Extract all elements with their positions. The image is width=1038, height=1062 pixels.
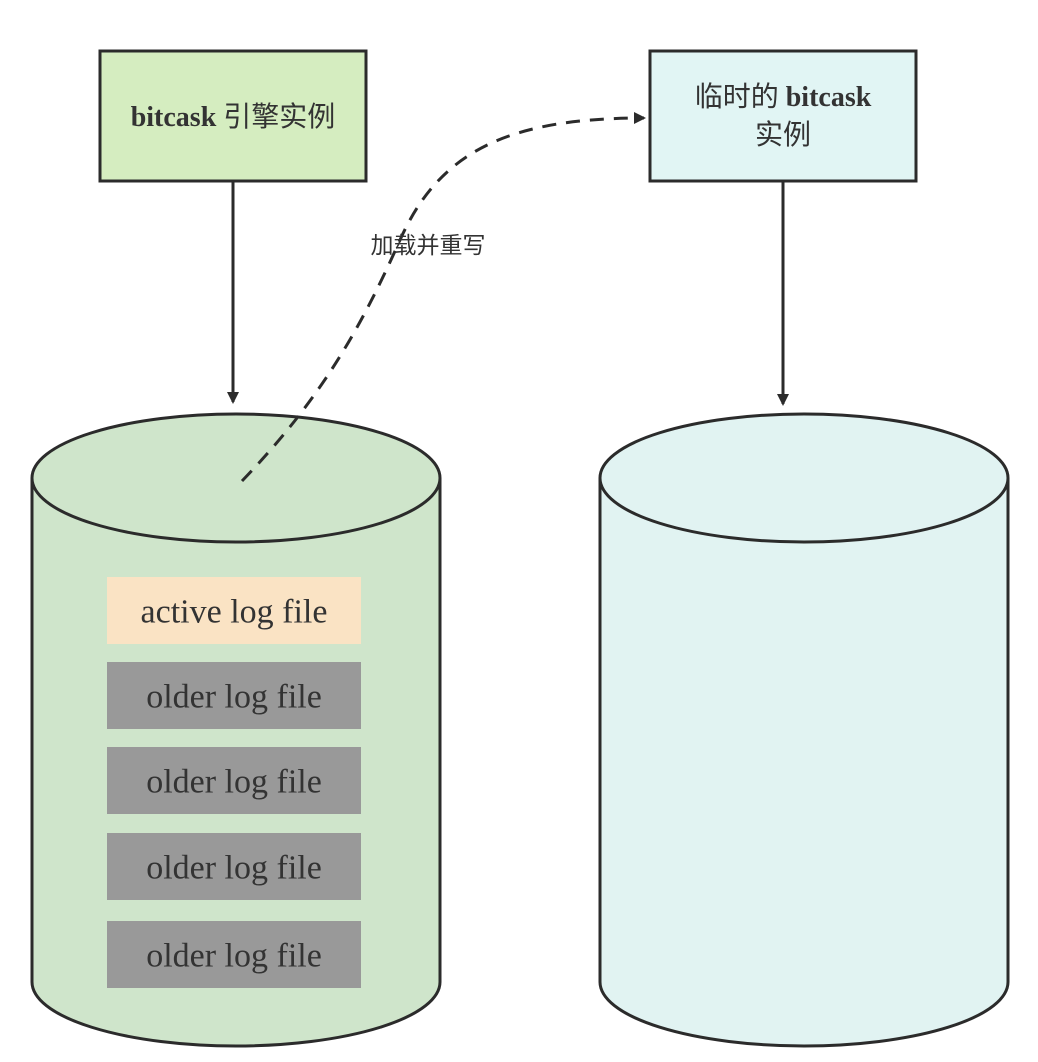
older-log-file: older log file <box>107 747 361 814</box>
left-box-title-rest: 引擎实例 <box>216 101 335 133</box>
temp-bitcask-instance-node[interactable]: 临时的 bitcask 实例 <box>648 49 918 183</box>
left-cylinder-top <box>30 412 442 544</box>
left-box-title-bold: bitcask <box>131 102 217 133</box>
log-file-box <box>107 747 361 814</box>
right-box-title-bold: bitcask <box>786 82 872 113</box>
temp-bitcask-instance-label-line2: 实例 <box>755 119 811 151</box>
log-file-label: active log file <box>141 594 328 631</box>
log-file-label: older log file <box>146 850 322 887</box>
load-and-rewrite-label: 加载并重写 <box>371 233 486 258</box>
left-storage-cylinder: active log file older log file older log f… <box>30 412 442 1048</box>
bitcask-engine-instance-label: bitcask 引擎实例 <box>131 101 336 133</box>
right-cylinder-top <box>598 412 1010 544</box>
right-box-title-rest: 临时的 <box>695 81 786 113</box>
temp-bitcask-instance-box <box>648 49 918 183</box>
older-log-file: older log file <box>107 662 361 729</box>
older-log-file: older log file <box>107 921 361 988</box>
log-file-label: older log file <box>146 764 322 801</box>
active-log-file: active log file <box>107 577 361 644</box>
log-file-box <box>107 662 361 729</box>
log-file-label: older log file <box>146 679 322 716</box>
log-file-list: active log file older log file older log f… <box>107 577 361 988</box>
right-storage-cylinder <box>598 412 1010 1048</box>
right-cylinder-body <box>598 478 1010 1048</box>
log-file-box <box>107 577 361 644</box>
older-log-file: older log file <box>107 833 361 900</box>
log-file-box <box>107 921 361 988</box>
bitcask-engine-instance-box <box>98 49 368 183</box>
bitcask-engine-instance-node[interactable]: bitcask 引擎实例 <box>98 49 368 183</box>
load-and-rewrite-arrow <box>240 112 646 483</box>
log-file-label: older log file <box>146 938 322 975</box>
temp-bitcask-instance-label-line1: 临时的 bitcask <box>695 81 872 113</box>
log-file-box <box>107 833 361 900</box>
